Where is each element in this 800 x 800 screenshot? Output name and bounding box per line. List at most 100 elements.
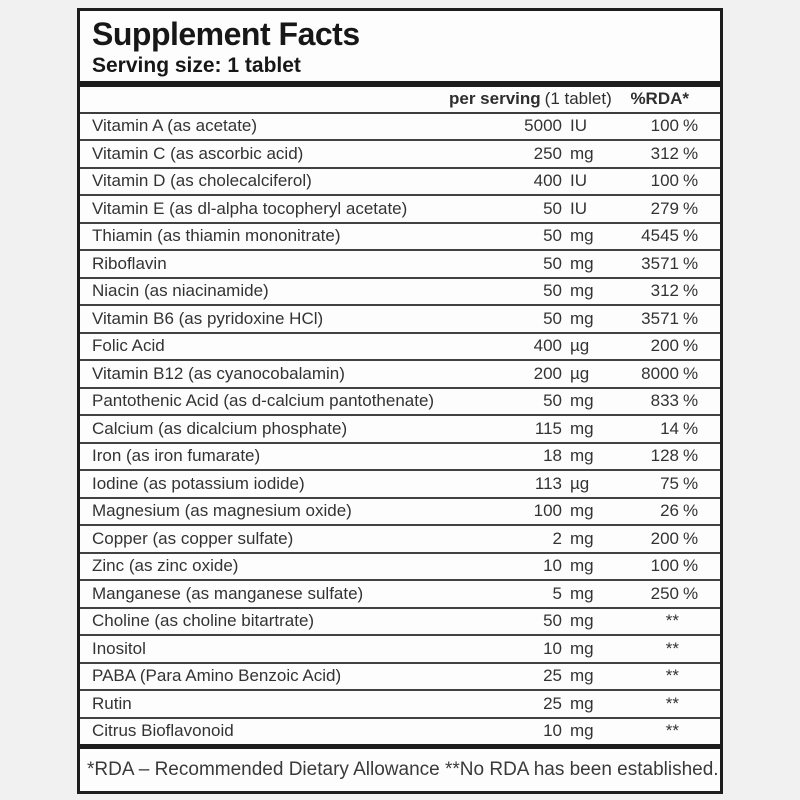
ingredient-name: Pantothenic Acid (as d-calcium pantothen… xyxy=(92,391,435,411)
rda-unit: % xyxy=(683,116,699,136)
title-section: Supplement Facts Serving size: 1 tablet xyxy=(80,11,720,81)
amount-value: 100 xyxy=(533,501,562,521)
amount-cell: 50 IU xyxy=(454,199,599,219)
ingredient-name: Magnesium (as magnesium oxide) xyxy=(92,501,352,521)
rda-unit xyxy=(679,611,700,631)
rda-unit xyxy=(679,666,700,686)
amount-value: 50 xyxy=(543,198,562,218)
table-row: Calcium (as dicalcium phosphate) 115 mg 14% xyxy=(80,416,720,444)
ingredient-name: Vitamin B12 (as cyanocobalamin) xyxy=(92,363,345,383)
amount-unit: mg xyxy=(570,143,594,163)
ingredient-table: Vitamin A (as acetate) 5000 IU 100% Vitamin… xyxy=(80,114,720,745)
rda-value: 250 xyxy=(650,583,679,603)
rda-cell: ** xyxy=(599,611,700,631)
amount-unit: IU xyxy=(570,116,587,136)
amount-cell: 10 mg xyxy=(454,556,599,576)
amount-unit: mg xyxy=(570,583,594,603)
amount-cell: 50 mg xyxy=(454,226,599,246)
amount-unit: µg xyxy=(570,363,590,383)
rda-unit: % xyxy=(683,446,699,466)
rda-cell: 8000% xyxy=(599,364,700,384)
rda-cell: 312% xyxy=(599,144,700,164)
table-row: Inositol 10 mg ** xyxy=(80,636,720,664)
table-row: Folic Acid 400 µg 200% xyxy=(80,334,720,362)
rda-value: 26 xyxy=(660,501,679,521)
rda-unit: % xyxy=(683,528,699,548)
ingredient-name: Folic Acid xyxy=(92,336,165,356)
amount-unit: mg xyxy=(570,446,594,466)
label-title: Supplement Facts xyxy=(92,16,360,52)
rda-unit: % xyxy=(683,336,699,356)
amount-cell: 115 mg xyxy=(454,419,599,439)
amount-cell: 50 mg xyxy=(454,391,599,411)
rda-value: 200 xyxy=(650,528,679,548)
rda-cell: 200% xyxy=(599,529,700,549)
rda-value: 279 xyxy=(650,198,679,218)
rda-unit: % xyxy=(683,253,699,273)
amount-value: 50 xyxy=(543,253,562,273)
supplement-facts-label: Supplement Facts Serving size: 1 tablet … xyxy=(77,8,723,794)
ingredient-name: Calcium (as dicalcium phosphate) xyxy=(92,418,348,438)
rda-unit: % xyxy=(683,171,699,191)
divider-thick-top xyxy=(80,80,720,87)
amount-value: 18 xyxy=(543,446,562,466)
rda-value: ** xyxy=(665,693,679,713)
amount-cell: 25 mg xyxy=(454,666,599,686)
table-row: Vitamin B12 (as cyanocobalamin) 200 µg 8000… xyxy=(80,361,720,389)
rda-value: 100 xyxy=(650,116,679,136)
rda-value: ** xyxy=(665,611,679,631)
ingredient-name: Inositol xyxy=(92,638,146,658)
rda-value: 8000 xyxy=(641,363,679,383)
rda-unit: % xyxy=(683,363,699,383)
rda-cell: 100% xyxy=(599,116,700,136)
rda-value: 312 xyxy=(650,143,679,163)
amount-unit: mg xyxy=(570,556,594,576)
table-row: Choline (as choline bitartrate) 50 mg ** xyxy=(80,609,720,637)
ingredient-name: Riboflavin xyxy=(92,253,167,273)
rda-cell: ** xyxy=(599,721,700,741)
table-row: Iron (as iron fumarate) 18 mg 128% xyxy=(80,444,720,472)
amount-value: 25 xyxy=(543,693,562,713)
table-row: Citrus Bioflavonoid 10 mg ** xyxy=(80,719,720,745)
amount-cell: 113 µg xyxy=(454,474,599,494)
table-row: Vitamin D (as cholecalciferol) 400 IU 100% xyxy=(80,169,720,197)
amount-cell: 2 mg xyxy=(454,529,599,549)
rda-cell: ** xyxy=(599,694,700,714)
rda-value: ** xyxy=(665,666,679,686)
rda-unit: % xyxy=(683,418,699,438)
amount-unit: mg xyxy=(570,281,594,301)
amount-cell: 10 mg xyxy=(454,639,599,659)
table-row: PABA (Para Amino Benzoic Acid) 25 mg ** xyxy=(80,664,720,692)
rda-cell: 75% xyxy=(599,474,700,494)
rda-cell: ** xyxy=(599,639,700,659)
amount-value: 50 xyxy=(543,391,562,411)
amount-unit: mg xyxy=(570,418,594,438)
rda-unit xyxy=(679,721,700,741)
rda-cell: 250% xyxy=(599,584,700,604)
rda-unit: % xyxy=(683,281,699,301)
amount-cell: 200 µg xyxy=(454,364,599,384)
column-header-rda: %RDA* xyxy=(630,89,689,109)
rda-cell: 14% xyxy=(599,419,700,439)
rda-unit: % xyxy=(683,143,699,163)
amount-value: 50 xyxy=(543,226,562,246)
amount-unit: mg xyxy=(570,226,594,246)
amount-cell: 50 mg xyxy=(454,254,599,274)
table-row: Vitamin A (as acetate) 5000 IU 100% xyxy=(80,114,720,142)
ingredient-name: Vitamin A (as acetate) xyxy=(92,116,258,136)
table-row: Copper (as copper sulfate) 2 mg 200% xyxy=(80,526,720,554)
amount-value: 5000 xyxy=(524,116,562,136)
rda-cell: 833% xyxy=(599,391,700,411)
rda-cell: 3571% xyxy=(599,254,700,274)
table-row: Manganese (as manganese sulfate) 5 mg 250% xyxy=(80,581,720,609)
amount-unit: IU xyxy=(570,198,587,218)
amount-cell: 50 mg xyxy=(454,309,599,329)
amount-unit: mg xyxy=(570,693,594,713)
rda-value: 75 xyxy=(660,473,679,493)
rda-value: ** xyxy=(665,638,679,658)
amount-unit: mg xyxy=(570,253,594,273)
amount-value: 400 xyxy=(533,336,562,356)
rda-cell: 279% xyxy=(599,199,700,219)
rda-unit: % xyxy=(683,226,699,246)
ingredient-name: Manganese (as manganese sulfate) xyxy=(92,583,364,603)
